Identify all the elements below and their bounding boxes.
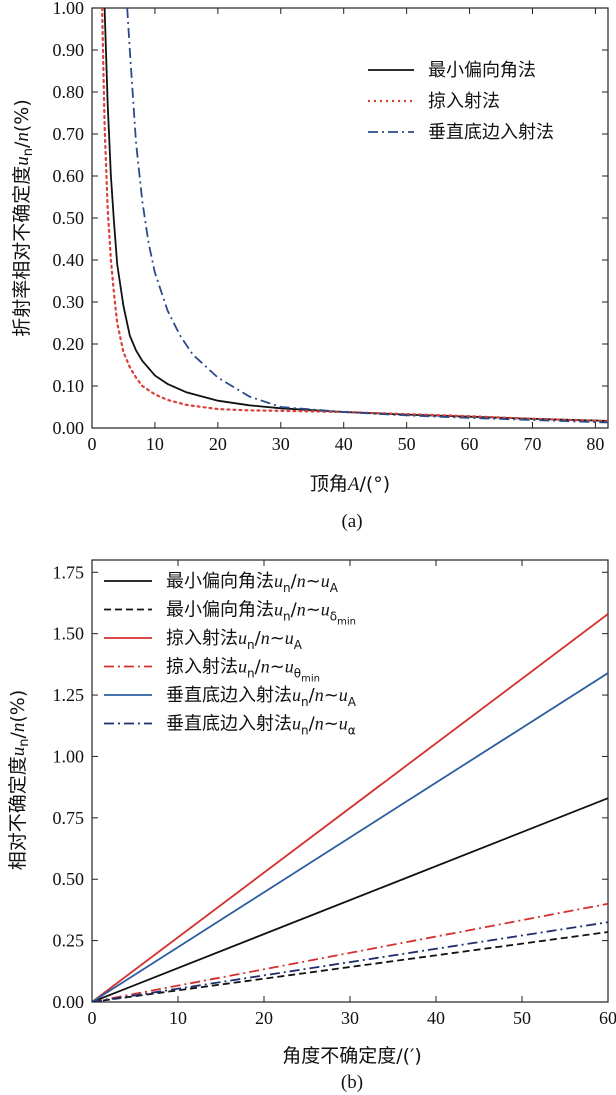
legend-label: 最小偏向角法un/n~uA [166, 571, 339, 595]
x-axis-label-a: 顶角A/(°) [310, 473, 390, 495]
legend-label: 掠入射法un/n~uA [166, 628, 303, 652]
chart-a: 0 10 20 30 40 50 60 70 80 0.00 0.10 0.20 0.30 0.40 0.5… [11, 0, 609, 532]
x-tick-label-b: 30 [341, 1008, 359, 1028]
legend-label: 掠入射法 [428, 91, 500, 112]
series-group-b [92, 613, 608, 1002]
x-tick-label-a: 40 [335, 434, 353, 454]
series-b-5 [92, 921, 608, 1002]
series-a-2 [126, 8, 608, 424]
y-tick-label-a: 0.30 [53, 292, 85, 312]
series-b-0 [92, 797, 608, 1002]
x-tick-label-a: 80 [586, 434, 604, 454]
y-tick-label-b: 1.50 [53, 624, 85, 644]
y-tick-label-b: 0.75 [53, 808, 85, 828]
y-tick-label-a: 0.90 [53, 40, 85, 60]
y-tick-label-a: 0.70 [53, 124, 85, 144]
caption-b: (b) [341, 1072, 363, 1093]
y-axis-label-a: 折射率相对不确定度un/n(%) [11, 99, 36, 337]
series-b-2 [92, 613, 608, 1002]
x-tick-label-a: 50 [398, 434, 416, 454]
x-tick-label-a: 10 [146, 434, 164, 454]
caption-a: (a) [341, 511, 362, 532]
x-tick-label-a: 0 [88, 434, 97, 454]
y-tick-label-a: 0.00 [53, 418, 85, 438]
y-tick-label-b: 1.75 [53, 562, 85, 582]
x-tick-label-a: 70 [523, 434, 541, 454]
legend-label: 掠入射法un/n~uθmin [166, 657, 320, 685]
y-tick-label-b: 0.25 [53, 931, 85, 951]
legend-label: 最小偏向角法 [428, 60, 536, 81]
ticks-a: 0 10 20 30 40 50 60 70 80 0.00 0.10 0.20 0.30 0.40 0.5… [53, 0, 608, 454]
y-tick-label-a: 0.40 [53, 250, 85, 270]
x-tick-label-b: 0 [88, 1008, 97, 1028]
y-tick-label-a: 0.10 [53, 376, 85, 396]
y-tick-label-b: 1.00 [53, 746, 85, 766]
y-tick-label-b: 0.50 [53, 869, 85, 889]
x-tick-label-a: 60 [461, 434, 479, 454]
y-tick-label-a: 1.00 [53, 0, 85, 18]
y-axis-label-b: 相对不确定度un/n(%) [7, 690, 32, 871]
x-tick-label-a: 20 [209, 434, 227, 454]
x-axis-label-b: 角度不确定度/(′) [282, 1045, 422, 1067]
series-group-a [101, 8, 608, 424]
legend-label: 垂直底边入射法un/n~uA [166, 685, 357, 709]
y-tick-label-a: 0.80 [53, 82, 85, 102]
x-tick-label-b: 50 [513, 1008, 531, 1028]
x-tick-label-a: 30 [272, 434, 290, 454]
legend-label: 垂直底边入射法 [428, 122, 554, 143]
series-b-1 [92, 931, 608, 1002]
x-tick-label-b: 20 [255, 1008, 273, 1028]
legend-label: 最小偏向角法un/n~uδmin [166, 600, 356, 628]
y-tick-label-a: 0.20 [53, 334, 85, 354]
x-tick-label-b: 10 [169, 1008, 187, 1028]
x-tick-label-b: 60 [599, 1008, 616, 1028]
y-tick-label-b: 1.25 [53, 685, 85, 705]
y-tick-label-b: 0.00 [53, 992, 85, 1012]
y-tick-label-a: 0.50 [53, 208, 85, 228]
chart-b: 0 10 20 30 40 50 60 0.00 0.25 0.50 0.75 1.00 1.25 1.5… [7, 559, 616, 1093]
legend-b: 最小偏向角法un/n~uA 最小偏向角法un/n~uδmin掠入射法un/n~uA… [104, 571, 357, 738]
x-tick-label-b: 40 [427, 1008, 445, 1028]
ticks-b: 0 10 20 30 40 50 60 0.00 0.25 0.50 0.75 1.00 1.25 1.5… [53, 560, 616, 1028]
legend-label: 垂直底边入射法un/n~uα [166, 714, 356, 738]
series-b-4 [92, 672, 608, 1002]
series-b-3 [92, 902, 608, 1002]
y-tick-label-a: 0.60 [53, 166, 85, 186]
